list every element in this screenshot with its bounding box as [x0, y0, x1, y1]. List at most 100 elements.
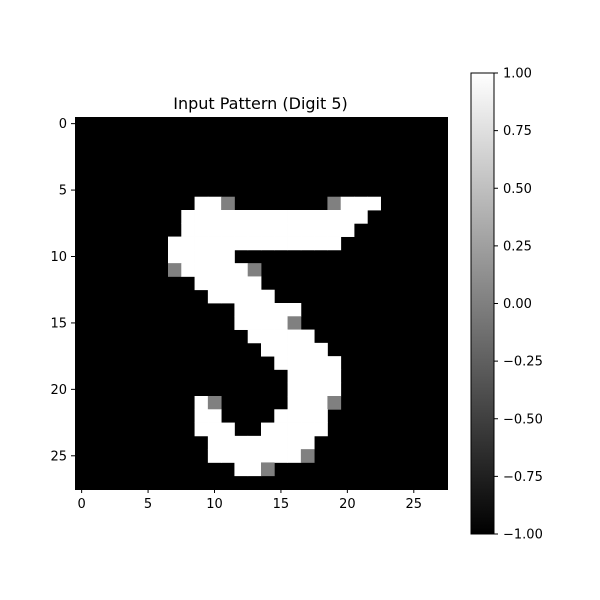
- heatmap-cell: [274, 316, 288, 330]
- heatmap-cell: [327, 223, 342, 237]
- heatmap-cell: [300, 342, 315, 357]
- heatmap-cell: [287, 210, 302, 224]
- heatmap-cell: [234, 210, 249, 224]
- heatmap-cell: [194, 396, 209, 410]
- heatmap-cell: [247, 329, 262, 344]
- y-tick-label: 0: [59, 117, 67, 132]
- heatmap-cell: [221, 223, 235, 237]
- heatmap-cell: [207, 276, 222, 291]
- heatmap-cell: [181, 210, 195, 224]
- y-tick-label: 10: [50, 250, 67, 265]
- colorbar-tick-label: 0.75: [503, 124, 532, 139]
- heatmap-cell: [327, 210, 342, 224]
- x-tick-label: 0: [78, 497, 86, 512]
- colorbar-axis: 1.00 0.75 0.50 0.25 0.00 −0.25 −0.50 −0.75 −1.00: [494, 67, 543, 543]
- heatmap-cell: [287, 223, 302, 237]
- heatmap-cell: [261, 342, 275, 357]
- heatmap-cell: [274, 223, 288, 237]
- heatmap-cell: [194, 236, 209, 251]
- heatmap-cell: [194, 210, 209, 224]
- heatmap-cell: [327, 196, 342, 211]
- heatmap-cell: [300, 329, 315, 344]
- heatmap-cell: [221, 263, 235, 277]
- heatmap-cell: [247, 316, 262, 330]
- heatmap-cell: [300, 435, 315, 450]
- heatmap-cell: [207, 435, 222, 450]
- heatmap-cell: [300, 369, 315, 384]
- heatmap-cell: [300, 236, 315, 251]
- y-axis: 0 5 10 15 20 25: [50, 117, 75, 464]
- heatmap-cell: [314, 396, 328, 410]
- heatmap-cell: [207, 263, 222, 277]
- heatmap-cell: [207, 223, 222, 237]
- heatmap-cell: [274, 342, 288, 357]
- heatmap-cell: [247, 276, 262, 291]
- heatmap-cell: [300, 210, 315, 224]
- heatmap-cell: [340, 223, 355, 237]
- heatmap-cell: [207, 422, 222, 437]
- heatmap-cell: [247, 223, 262, 237]
- heatmap-cell: [221, 249, 235, 264]
- heatmap-cell: [300, 382, 315, 397]
- heatmap-cell: [287, 409, 302, 423]
- heatmap-cell: [247, 303, 262, 317]
- heatmap-cell: [340, 210, 355, 224]
- heatmap-cell: [300, 223, 315, 237]
- heatmap-cell: [261, 316, 275, 330]
- heatmap-cell: [314, 382, 328, 397]
- heatmap-cell: [354, 210, 368, 224]
- heatmap-cell: [247, 462, 262, 477]
- x-tick-label: 10: [206, 497, 223, 512]
- heatmap-cell: [274, 210, 288, 224]
- heatmap-cell: [287, 382, 302, 397]
- heatmap-cell: [261, 462, 275, 477]
- colorbar-tick-label: 0.00: [503, 297, 532, 312]
- heatmap-cell: [261, 223, 275, 237]
- colorbar-tick-label: 0.50: [503, 182, 532, 197]
- y-tick-label: 20: [50, 383, 67, 398]
- heatmap-cell: [221, 289, 235, 304]
- heatmap-cell: [234, 316, 249, 330]
- heatmap-cell: [327, 396, 342, 410]
- heatmap-cell: [287, 342, 302, 357]
- heatmap-cell: [274, 356, 288, 370]
- heatmap-cell: [261, 210, 275, 224]
- heatmap-cell: [168, 236, 182, 251]
- heatmap-cell: [194, 276, 209, 291]
- heatmap-cell: [261, 422, 275, 437]
- heatmap-cell: [287, 396, 302, 410]
- heatmap-cell: [247, 435, 262, 450]
- heatmap-cell: [207, 289, 222, 304]
- heatmap-cell: [194, 409, 209, 423]
- x-tick-label: 15: [273, 497, 290, 512]
- heatmap-cell: [194, 263, 209, 277]
- heatmap-cell: [314, 223, 328, 237]
- heatmap-cell: [274, 435, 288, 450]
- heatmap-cell: [207, 409, 222, 423]
- plot-frame: [75, 117, 448, 490]
- chart-title: Input Pattern (Digit 5): [173, 94, 348, 113]
- heatmap-cell: [181, 249, 195, 264]
- heatmap-cell: [287, 435, 302, 450]
- heatmap-cell: [194, 249, 209, 264]
- heatmap-cell: [247, 236, 262, 251]
- heatmap-cell: [181, 236, 195, 251]
- x-axis: 0 5 10 15 20 25: [78, 489, 422, 512]
- heatmap-cell: [287, 316, 302, 330]
- colorbar-tick-label: 1.00: [503, 67, 532, 82]
- heatmap-cell: [221, 449, 235, 463]
- heatmap-cell: [194, 223, 209, 237]
- heatmap-cell: [207, 249, 222, 264]
- colorbar-tick-label: −0.75: [503, 470, 543, 485]
- heatmap-cell: [207, 396, 222, 410]
- heatmap-cell: [314, 210, 328, 224]
- heatmap-cell: [168, 249, 182, 264]
- y-tick-label: 5: [59, 184, 67, 199]
- heatmap-cell: [300, 422, 315, 437]
- colorbar-tick-label: −0.25: [503, 355, 543, 370]
- heatmap-cell: [221, 236, 235, 251]
- x-tick-label: 5: [144, 497, 152, 512]
- heatmap-cell: [221, 196, 235, 211]
- heatmap-cell: [207, 210, 222, 224]
- heatmap-cell: [327, 382, 342, 397]
